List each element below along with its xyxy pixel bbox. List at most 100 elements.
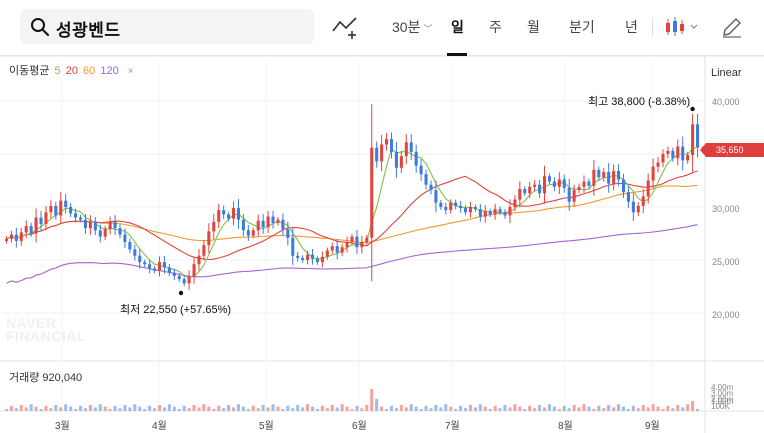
volume-bar: [345, 406, 349, 411]
ma-120: 120: [100, 65, 119, 77]
volume-bar: [128, 407, 132, 411]
ma120-line: [6, 224, 698, 284]
tab-year[interactable]: 년: [625, 19, 638, 35]
volume-bar: [473, 407, 477, 411]
volume-bar: [597, 405, 601, 411]
tab-day[interactable]: 일: [451, 19, 464, 35]
candle-body: [187, 276, 191, 284]
volume-bar: [617, 404, 621, 411]
candle-body: [592, 169, 596, 186]
candle-body: [641, 196, 645, 206]
candle-body: [306, 254, 310, 260]
candle-body: [483, 211, 487, 217]
tab-month[interactable]: 월: [527, 19, 540, 35]
candle-body: [310, 254, 315, 259]
candle-body: [365, 237, 369, 242]
candle-body: [409, 142, 413, 152]
volume-bar: [676, 405, 680, 411]
volume-bar: [19, 405, 23, 411]
low-annotation: 최저 22,550 (+57.65%): [120, 304, 232, 316]
candle-body: [582, 181, 586, 187]
candle-body: [14, 234, 18, 241]
candle-body: [370, 147, 374, 238]
volume-bar: [172, 406, 176, 411]
volume-bar: [138, 406, 142, 411]
volume-bar: [641, 405, 645, 411]
volume-bar: [518, 406, 522, 411]
tab-quarter[interactable]: 분기: [569, 19, 595, 35]
volume-bar: [414, 406, 418, 411]
candle-body: [320, 256, 324, 263]
candle-body: [671, 150, 675, 159]
candle-body: [177, 275, 181, 280]
candle-body: [19, 232, 23, 241]
candle-body: [123, 234, 127, 242]
current-price-tag: 35,650: [700, 143, 764, 157]
stock-search-box[interactable]: 성광벤드: [20, 9, 314, 44]
ma-20: 20: [65, 65, 78, 77]
add-indicator-icon[interactable]: [330, 13, 360, 41]
volume-bar: [375, 399, 379, 411]
candle-body: [315, 258, 319, 263]
draw-pencil-icon[interactable]: [720, 15, 744, 39]
volume-bar: [202, 404, 206, 411]
candle-body: [464, 208, 468, 213]
candle-body: [69, 207, 73, 214]
volume-bar: [365, 405, 369, 411]
month-label-jun: 6월: [352, 421, 367, 432]
volume-bar: [478, 404, 482, 411]
scale-toggle[interactable]: Linear: [711, 67, 742, 79]
moving-average-legend[interactable]: 이동평균 5 20 60 120 ×: [9, 62, 136, 78]
volume-bar: [513, 404, 517, 411]
volume-bar: [227, 405, 231, 411]
y-tick-25000: 25,000: [712, 257, 740, 267]
candle-body: [118, 228, 122, 235]
candle-body: [394, 151, 398, 168]
toolbar-divider: [652, 18, 653, 36]
volume-bar: [4, 409, 8, 411]
volume-bar: [370, 389, 374, 411]
interval-select[interactable]: 30분 ﹀: [392, 17, 432, 37]
volume-bar: [626, 409, 630, 411]
volume-bar: [315, 409, 319, 411]
candle-body: [291, 237, 295, 256]
candle-body: [646, 180, 650, 197]
candle-body: [404, 142, 408, 157]
chart-type-candle-icon[interactable]: [663, 14, 703, 40]
candle-body: [143, 262, 147, 265]
candle-body: [29, 226, 33, 234]
volume-bar: [552, 406, 556, 411]
candle-body: [572, 190, 576, 202]
volume-bar: [621, 406, 626, 411]
candle-body: [93, 221, 97, 231]
volume-tick-1m: 1.00m: [711, 397, 734, 406]
candle-body: [681, 146, 685, 161]
volume-bar: [133, 404, 137, 411]
volume-bar: [602, 408, 606, 411]
candle-body: [301, 257, 305, 260]
candle-body: [335, 246, 339, 253]
volume-bar: [542, 407, 547, 411]
volume-bar: [389, 405, 394, 411]
tab-week[interactable]: 주: [489, 19, 502, 35]
candle-body: [207, 231, 211, 246]
volume-bar: [192, 405, 196, 411]
candle-body: [261, 220, 265, 228]
candle-body: [666, 150, 670, 154]
ma-legend-close-icon[interactable]: ×: [127, 66, 134, 77]
candle-body: [444, 207, 448, 211]
volume-bar: [88, 405, 92, 411]
volume-label: 거래량 920,040: [9, 372, 83, 384]
candle-body: [44, 212, 48, 224]
watermark: NAVER FINANCIAL: [6, 315, 86, 343]
ma-legend-label: 이동평균: [9, 65, 50, 77]
volume-bar: [454, 409, 458, 411]
candle-body: [533, 184, 537, 187]
volume-bar: [666, 405, 670, 411]
candle-body: [547, 176, 551, 182]
y-tick-40000: 40,000: [712, 97, 740, 107]
candle-body: [414, 151, 418, 166]
watermark-line-1: NAVER: [6, 315, 57, 331]
price-chart[interactable]: [0, 56, 764, 433]
candle-body: [74, 213, 78, 218]
